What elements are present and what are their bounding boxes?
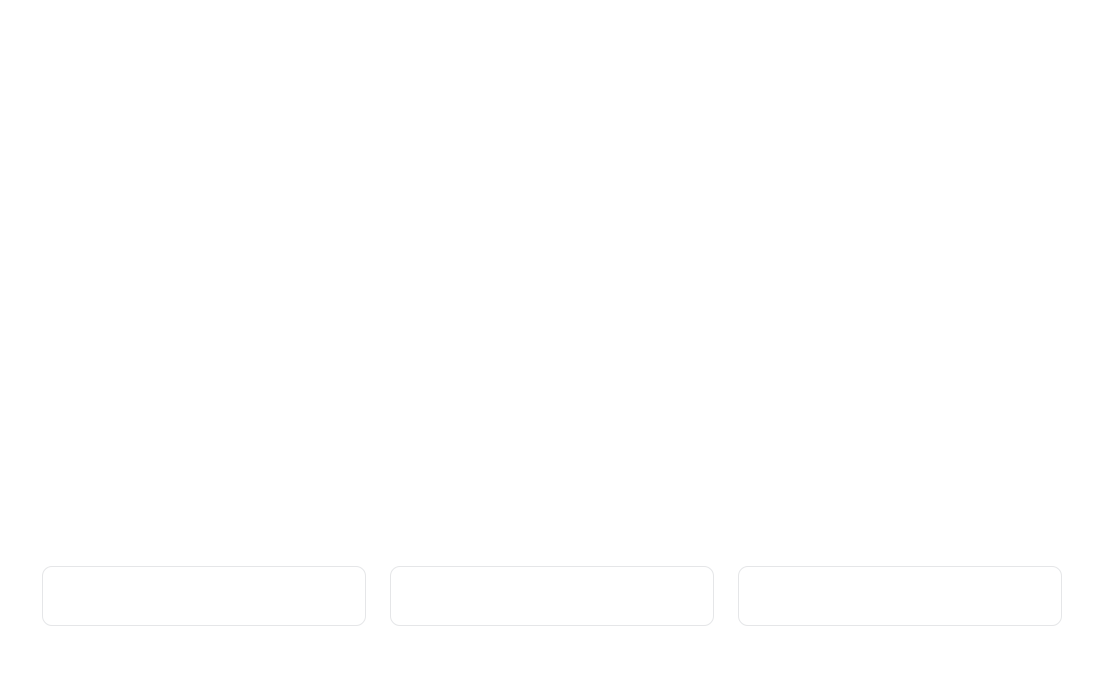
legend-row xyxy=(42,566,1062,626)
gauge-chart xyxy=(0,0,1104,560)
cost-gauge-widget xyxy=(0,0,1104,690)
legend-dot-min xyxy=(194,585,205,596)
legend-dot-avg xyxy=(542,585,553,596)
legend-dot-max xyxy=(890,585,901,596)
legend-card-avg xyxy=(390,566,714,626)
legend-card-max xyxy=(738,566,1062,626)
legend-card-min xyxy=(42,566,366,626)
